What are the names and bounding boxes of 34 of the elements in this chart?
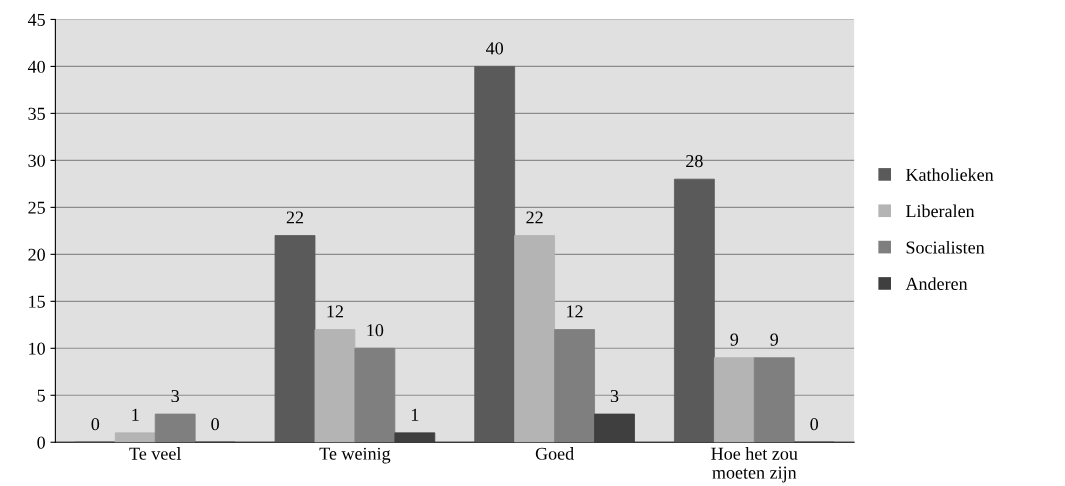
- y-tick-label: 40: [27, 60, 45, 73]
- y-tick-label: 20: [28, 248, 45, 261]
- data-label: 22: [526, 211, 543, 224]
- data-label: 0: [91, 418, 100, 431]
- y-tick-label: 25: [28, 201, 45, 214]
- data-label: 0: [211, 418, 219, 431]
- data-label: 12: [327, 305, 343, 318]
- y-tick-label: 10: [29, 342, 45, 355]
- x-tick-label: Goed: [535, 447, 574, 460]
- data-label: 3: [171, 389, 179, 403]
- y-tick-label: 15: [29, 295, 45, 308]
- x-tick-label: Te veel: [129, 447, 182, 460]
- data-label: 28: [686, 154, 703, 168]
- y-tick-label: 30: [28, 154, 45, 167]
- data-label: 3: [610, 389, 619, 403]
- y-tick-label: 45: [27, 13, 45, 26]
- x-tick-label: Te weinig: [319, 447, 391, 464]
- legend-label: Katholieken: [905, 168, 994, 181]
- x-tick-label: Hoe het zou moeten zijn: [711, 447, 798, 483]
- y-tick-label: 0: [37, 436, 45, 449]
- data-label: 0: [810, 418, 819, 431]
- data-label: 40: [486, 42, 504, 55]
- data-label: 12: [567, 305, 583, 318]
- data-label: 9: [730, 333, 739, 346]
- y-tick-label: 5: [37, 389, 45, 402]
- y-tick-label: 35: [28, 107, 45, 120]
- data-label: 1: [411, 408, 419, 421]
- legend-label: Anderen: [905, 277, 968, 290]
- data-label: 1: [132, 408, 139, 421]
- legend-label: Socialisten: [906, 240, 985, 254]
- data-label: 22: [286, 211, 304, 224]
- legend-label: Liberalen: [905, 204, 975, 218]
- data-label: 9: [770, 333, 779, 346]
- data-label: 10: [367, 324, 384, 337]
